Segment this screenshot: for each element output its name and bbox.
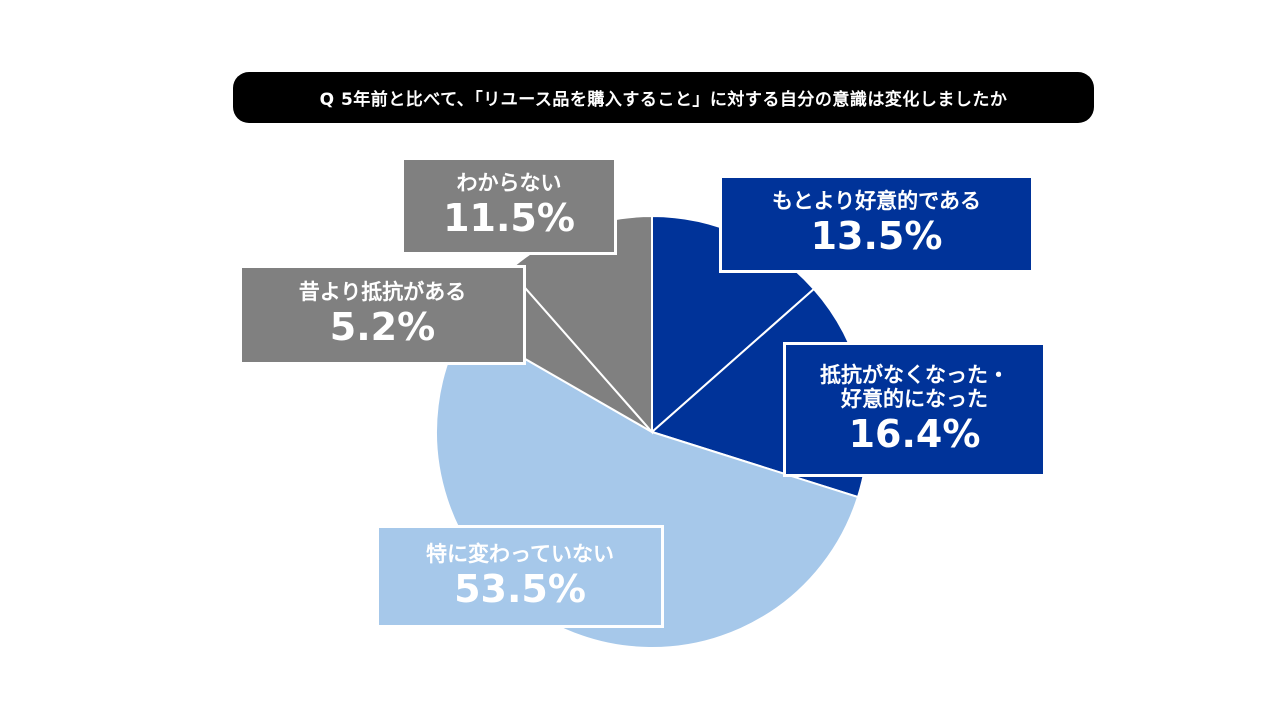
slice-label: わからない	[456, 171, 562, 196]
slice-value: 11.5%	[443, 196, 575, 241]
chart-title: Q 5年前と比べて、「リユース品を購入すること」に対する自分の意識は変化しました…	[319, 90, 1008, 110]
slice-label-box-dont-know: わからない 11.5%	[401, 157, 617, 255]
slice-label-box-became-favorable: 抵抗がなくなった・ 好意的になった 16.4%	[783, 342, 1046, 477]
slice-value: 5.2%	[329, 305, 436, 350]
chart-title-bar: Q 5年前と比べて、「リユース品を購入すること」に対する自分の意識は変化しました…	[233, 72, 1094, 123]
slice-label: 特に変わっていない	[426, 541, 614, 566]
slice-label: 抵抗がなくなった・ 好意的になった	[820, 362, 1009, 411]
slice-label: 昔より抵抗がある	[298, 280, 467, 305]
slice-value: 53.5%	[454, 566, 586, 611]
slice-label: もとより好意的である	[772, 189, 981, 214]
slice-value: 16.4%	[848, 411, 981, 456]
slice-label-box-no-change: 特に変わっていない 53.5%	[376, 525, 664, 628]
slice-label-box-more-resistant: 昔より抵抗がある 5.2%	[239, 265, 526, 365]
slice-label-box-originally-favorable: もとより好意的である 13.5%	[719, 175, 1034, 273]
slice-value: 13.5%	[810, 214, 943, 259]
